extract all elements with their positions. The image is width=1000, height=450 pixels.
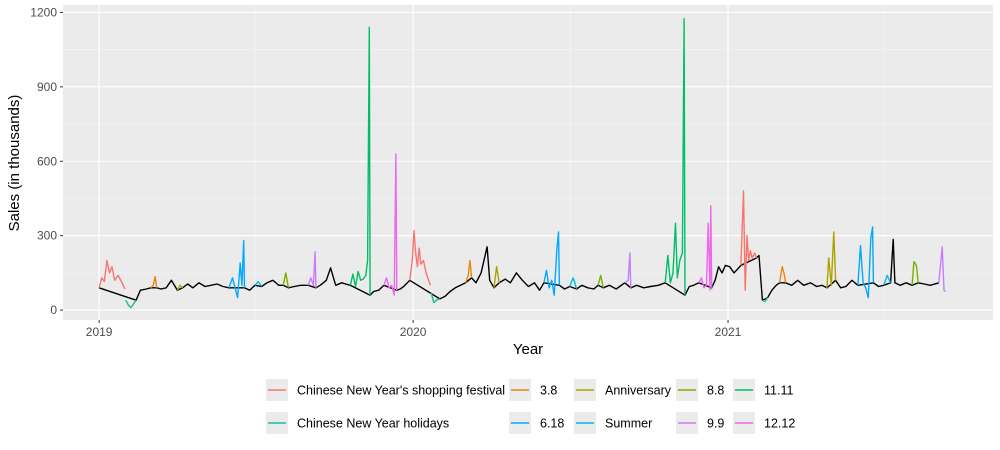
legend-label-anniversary: Anniversary xyxy=(605,384,672,398)
series-line-11-11 xyxy=(349,26,371,296)
x-tick-label: 2019 xyxy=(86,325,113,339)
series-line-summer xyxy=(883,274,892,286)
series-line-3-8 xyxy=(150,275,158,289)
series-line-12-12 xyxy=(698,205,713,291)
x-tick-label: 2021 xyxy=(715,325,742,339)
series-line-chinese-new-year-s-shopping-festival xyxy=(409,229,432,286)
series-line-chinese-new-year-holidays xyxy=(430,292,441,304)
series-line-chinese-new-year-holidays xyxy=(762,297,769,303)
y-axis-ticks: 0 300 600 900 1200 xyxy=(30,5,63,317)
series-line-anniversary xyxy=(826,231,837,288)
y-tick-label: 300 xyxy=(37,229,57,243)
x-tick-label: 2020 xyxy=(400,325,427,339)
legend-label-6-18: 6.18 xyxy=(540,417,564,431)
series-line-9-9 xyxy=(938,246,947,293)
legend-label-summer: Summer xyxy=(605,417,652,431)
series-line-chinese-new-year-s-shopping-festival xyxy=(98,259,126,290)
y-tick-label: 1200 xyxy=(30,5,57,19)
legend-label-11-11: 11.11 xyxy=(764,384,793,398)
legend: Chinese New Year's shopping festival 3.8 A… xyxy=(266,379,795,434)
y-tick-label: 0 xyxy=(50,303,57,317)
series-line-3-8 xyxy=(464,259,473,284)
series-line-6-18 xyxy=(857,226,875,299)
x-axis-ticks: 2019 2020 2021 xyxy=(86,320,742,339)
x-axis-title: Year xyxy=(513,341,543,358)
series-line-12-12 xyxy=(383,153,398,296)
series-line-chinese-new-year-s-shopping-festival xyxy=(740,190,758,291)
y-tick-label: 900 xyxy=(37,80,57,94)
series-line-8-8 xyxy=(911,261,919,286)
series-line-3-8 xyxy=(778,266,787,283)
baseline-series-line xyxy=(98,238,939,301)
series-line-8-8 xyxy=(282,272,290,288)
legend-label-8-8: 8.8 xyxy=(707,384,724,398)
series-line-summer xyxy=(254,280,263,287)
series-line-anniversary xyxy=(176,284,184,291)
series-line-summer xyxy=(569,277,578,290)
legend-label-chinese-new-year-s-shopping-festival: Chinese New Year's shopping festival xyxy=(297,384,505,398)
plot-panel xyxy=(63,5,993,320)
series-line-chinese-new-year-holidays xyxy=(125,299,137,309)
series-line-9-9 xyxy=(307,251,317,288)
gridlines xyxy=(63,5,993,320)
series-line-6-18 xyxy=(543,231,561,296)
series-lines xyxy=(98,17,947,309)
y-axis-title: Sales (in thousands) xyxy=(6,95,23,232)
series-line-6-18 xyxy=(228,239,246,299)
series-line-11-11 xyxy=(664,17,686,296)
series-line-anniversary xyxy=(493,266,500,288)
series-line-8-8 xyxy=(597,274,604,288)
legend-label-9-9: 9.9 xyxy=(707,417,724,431)
legend-label-3-8: 3.8 xyxy=(540,384,557,398)
legend-label-12-12: 12.12 xyxy=(764,417,795,431)
series-line-9-9 xyxy=(624,252,632,288)
y-tick-label: 600 xyxy=(37,154,57,168)
legend-label-chinese-new-year-holidays: Chinese New Year holidays xyxy=(297,417,449,431)
